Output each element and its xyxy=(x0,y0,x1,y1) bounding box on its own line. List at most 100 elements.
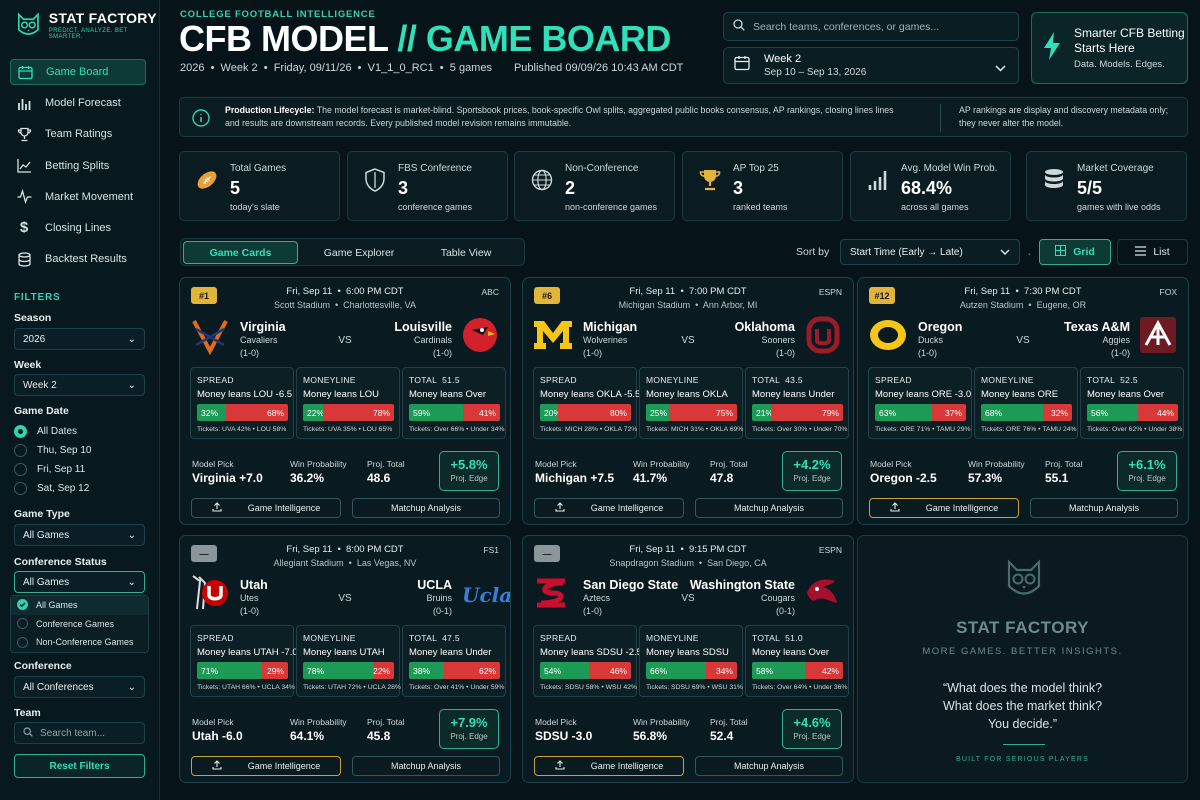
stat-non-conference: Non-Conference 2 non-conference games xyxy=(514,151,675,221)
conference-select[interactable]: All Conferences ⌄ xyxy=(14,676,145,698)
market-spread-panel[interactable]: SPREAD Money leans LOU -6.5 32% 68% Tickets:… xyxy=(190,367,294,439)
market-header: TOTAL 47.5 xyxy=(409,633,460,643)
market-spread-panel[interactable]: SPREAD Money leans OKLA -5.5 20% 80% Tickets… xyxy=(533,367,641,439)
proj-total-label: Proj. Total xyxy=(367,717,405,727)
market-type: SPREAD xyxy=(540,375,577,385)
brand[interactable]: STAT FACTORY PREDICT. ANALYZE. BET SMART… xyxy=(14,10,159,40)
week-picker-range: Sep 10 – Sep 13, 2026 xyxy=(764,67,867,78)
market-spread-panel[interactable]: SPREAD Money leans SDSU -2.5 54% 46% Tickets… xyxy=(533,625,642,697)
away-team-name[interactable]: Utah xyxy=(240,578,268,592)
market-moneyline-panel[interactable]: MONEYLINE Money leans OKLA 25% 75% Tickets: … xyxy=(639,367,743,439)
team-search-placeholder: Search team... xyxy=(40,727,106,739)
away-team-name[interactable]: Michigan xyxy=(583,320,638,334)
away-team-name[interactable]: San Diego State xyxy=(583,578,679,592)
market-total-panel[interactable]: TOTAL 51.5 Money leans Over 59% 41% Tickets: … xyxy=(402,367,506,439)
season-select[interactable]: 2026 ⌄ xyxy=(14,328,145,350)
matchup-analysis-button[interactable]: Matchup Analysis xyxy=(352,498,500,518)
search-icon xyxy=(733,19,745,34)
home-team-name[interactable]: Texas A&M xyxy=(1064,320,1130,334)
away-team-name[interactable]: Oregon xyxy=(918,320,963,334)
list-label: List xyxy=(1153,246,1170,258)
nav-game-board[interactable]: Game Board xyxy=(10,59,146,85)
week-picker[interactable]: Week 2 Sep 10 – Sep 13, 2026 xyxy=(723,47,1019,84)
game-intelligence-button[interactable]: Game Intelligence xyxy=(534,498,684,518)
radio-label: All Dates xyxy=(37,426,78,437)
split-right-segment: 32% xyxy=(1042,404,1072,421)
nav-market-movement[interactable]: Market Movement xyxy=(10,184,146,210)
stat-value: 3 xyxy=(733,178,744,198)
home-team-name[interactable]: Louisville xyxy=(394,320,452,334)
home-team-logo-icon xyxy=(1138,315,1178,357)
radio-sat-sep-12[interactable]: Sat, Sep 12 xyxy=(14,482,89,495)
away-team-name[interactable]: Virginia xyxy=(240,320,286,334)
matchup-analysis-button[interactable]: Matchup Analysis xyxy=(695,498,843,518)
global-search-input[interactable]: Search teams, conferences, or games... xyxy=(723,12,1019,41)
radio-thu-sep-10[interactable]: Thu, Sep 10 xyxy=(14,444,91,457)
game-card[interactable]: — Fri, Sep 11 • 9:15 PM CDT Snapdragon Sta… xyxy=(522,535,854,783)
dropdown-option-non-conference-games[interactable]: Non-Conference Games xyxy=(11,633,148,652)
nav-model-forecast[interactable]: Model Forecast xyxy=(10,90,146,116)
upload-icon xyxy=(555,760,565,772)
game-type-select[interactable]: All Games ⌄ xyxy=(14,524,145,546)
money-lean: Money leans OKLA -5.5 xyxy=(540,389,641,400)
money-split-bar: 22% 78% xyxy=(303,404,394,421)
week-select[interactable]: Week 2 ⌄ xyxy=(14,374,145,396)
game-intelligence-button[interactable]: Game Intelligence xyxy=(869,498,1019,518)
tab-table-view[interactable]: Table View xyxy=(440,246,492,259)
grid-view-button[interactable]: Grid xyxy=(1039,239,1111,265)
game-intelligence-button[interactable]: Game Intelligence xyxy=(191,498,341,518)
radio-all-dates[interactable]: All Dates xyxy=(14,425,77,438)
game-type-value: All Games xyxy=(23,529,70,541)
tab-game-explorer[interactable]: Game Explorer xyxy=(323,246,395,259)
proj-edge-label: Proj. Edge xyxy=(793,474,831,483)
nav-label: Closing Lines xyxy=(45,221,112,234)
split-right-segment: 46% xyxy=(589,662,631,679)
money-lean: Money leans Under xyxy=(752,389,835,400)
list-view-button[interactable]: List xyxy=(1117,239,1188,265)
dropdown-option-conference-games[interactable]: Conference Games xyxy=(11,615,148,634)
notice-body: The model forecast is market-blind. Spor… xyxy=(225,105,894,128)
market-moneyline-panel[interactable]: MONEYLINE Money leans LOU 22% 78% Tickets: U… xyxy=(296,367,400,439)
nav-backtest-results[interactable]: Backtest Results xyxy=(10,246,146,272)
home-team-record: (0-1) xyxy=(775,606,795,616)
sort-select[interactable]: Start Time (Early → Late) xyxy=(840,239,1020,265)
stat-value: 3 xyxy=(398,178,409,198)
market-moneyline-panel[interactable]: MONEYLINE Money leans UTAH 78% 22% Tickets: … xyxy=(296,625,401,697)
market-spread-panel[interactable]: SPREAD Money leans ORE -3.0 63% 37% Tickets:… xyxy=(868,367,972,439)
ap-rank-badge: — xyxy=(191,545,217,562)
proj-total-label: Proj. Total xyxy=(367,459,405,469)
money-split-bar: 25% 75% xyxy=(646,404,737,421)
matchup-analysis-button[interactable]: Matchup Analysis xyxy=(1030,498,1178,518)
chevron-down-icon: ⌄ xyxy=(127,576,136,588)
market-total-panel[interactable]: TOTAL 47.5 Money leans Under 38% 62% Tickets:… xyxy=(402,625,506,697)
conference-status-select[interactable]: All Games ⌄ xyxy=(14,571,145,593)
home-team-name[interactable]: Oklahoma xyxy=(734,320,795,334)
home-team-name[interactable]: UCLA xyxy=(417,578,452,592)
market-total-panel[interactable]: TOTAL 52.5 Money leans Over 56% 44% Tickets: … xyxy=(1080,367,1184,439)
game-intelligence-button[interactable]: Game Intelligence xyxy=(191,756,341,776)
bars-icon xyxy=(864,166,892,194)
home-team-name[interactable]: Washington State xyxy=(689,578,795,592)
radio-fri-sep-11[interactable]: Fri, Sep 11 xyxy=(14,463,85,476)
game-card[interactable]: #1 Fri, Sep 11 • 6:00 PM CDT Scott Stadium… xyxy=(179,277,511,525)
game-card[interactable]: #6 Fri, Sep 11 • 7:00 PM CDT Michigan Stad… xyxy=(522,277,854,525)
market-total-panel[interactable]: TOTAL 51.0 Money leans Over 58% 42% Tickets: … xyxy=(745,625,849,697)
market-spread-panel[interactable]: SPREAD Money leans UTAH -7.0 71% 29% Tickets… xyxy=(190,625,298,697)
reset-filters-button[interactable]: Reset Filters xyxy=(14,754,145,778)
tab-game-cards[interactable]: Game Cards xyxy=(183,241,298,264)
nav-betting-splits[interactable]: Betting Splits xyxy=(10,153,146,179)
nav-closing-lines[interactable]: $ Closing Lines xyxy=(10,215,146,241)
market-moneyline-panel[interactable]: MONEYLINE Money leans ORE 68% 32% Tickets: O… xyxy=(974,367,1078,439)
team-search-input[interactable]: Search team... xyxy=(14,722,145,744)
away-team-record: (1-0) xyxy=(240,348,260,358)
matchup-analysis-button[interactable]: Matchup Analysis xyxy=(695,756,843,776)
dropdown-option-all-games[interactable]: All Games xyxy=(11,596,148,615)
nav-team-ratings[interactable]: Team Ratings xyxy=(10,121,146,147)
promo-banner[interactable]: Smarter CFB Betting Starts Here Data. Mod… xyxy=(1031,12,1188,84)
matchup-analysis-button[interactable]: Matchup Analysis xyxy=(352,756,500,776)
game-card[interactable]: — Fri, Sep 11 • 8:00 PM CDT Allegiant Stad… xyxy=(179,535,512,783)
market-moneyline-panel[interactable]: MONEYLINE Money leans SDSU 66% 34% Tickets: … xyxy=(639,625,743,697)
game-intelligence-button[interactable]: Game Intelligence xyxy=(534,756,684,776)
game-card[interactable]: #12 Fri, Sep 11 • 7:30 PM CDT Autzen Stadi… xyxy=(857,277,1189,525)
market-total-panel[interactable]: TOTAL 43.5 Money leans Under 21% 79% Tickets:… xyxy=(745,367,849,439)
